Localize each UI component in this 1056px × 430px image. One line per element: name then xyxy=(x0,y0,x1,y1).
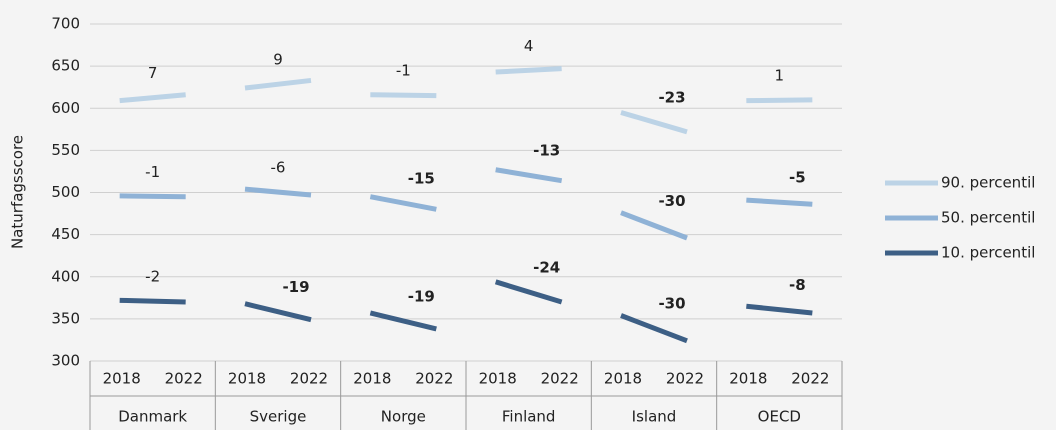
slope-line xyxy=(495,167,563,184)
slope-line xyxy=(244,77,312,91)
change-label: -5 xyxy=(789,169,806,187)
x-year-label: 2018 xyxy=(103,370,141,388)
x-year-label: 2018 xyxy=(604,370,642,388)
y-tick-label: 550 xyxy=(51,141,80,159)
slope-line xyxy=(620,313,688,344)
slope-line xyxy=(620,110,688,135)
x-category-label: Norge xyxy=(381,408,426,426)
y-tick-label: 400 xyxy=(51,267,80,285)
y-tick-label: 500 xyxy=(51,183,80,201)
change-label: -15 xyxy=(408,170,435,188)
x-year-label: 2022 xyxy=(666,370,704,388)
change-label: -13 xyxy=(533,142,560,160)
y-tick-label: 300 xyxy=(51,352,80,370)
slope-line xyxy=(244,301,312,323)
x-category-label: Sverige xyxy=(250,408,307,426)
slope-line xyxy=(620,210,688,241)
change-label: -6 xyxy=(271,159,286,177)
x-category-label: Danmark xyxy=(118,408,187,426)
change-label: -8 xyxy=(789,276,806,294)
slope-line xyxy=(746,303,813,316)
change-label: -19 xyxy=(282,278,309,296)
x-category-label: Finland xyxy=(502,408,556,426)
x-year-label: 2018 xyxy=(479,370,517,388)
y-tick-label: 350 xyxy=(51,309,80,327)
change-label: -24 xyxy=(533,258,560,276)
x-year-label: 2022 xyxy=(791,370,829,388)
y-tick-label: 650 xyxy=(51,57,80,75)
change-label: 4 xyxy=(524,37,534,55)
change-label: -1 xyxy=(396,62,411,80)
change-label: -1 xyxy=(145,163,160,181)
change-label: -19 xyxy=(408,287,435,305)
x-year-label: 2022 xyxy=(290,370,328,388)
x-year-label: 2018 xyxy=(353,370,391,388)
y-axis-title: Naturfagsscore xyxy=(9,135,27,249)
x-year-label: 2022 xyxy=(415,370,453,388)
y-tick-label: 600 xyxy=(51,99,80,117)
slope-line xyxy=(119,92,186,104)
legend-label: 10. percentil xyxy=(941,244,1035,262)
change-label: -2 xyxy=(145,268,160,286)
change-label: 1 xyxy=(775,67,785,85)
change-label: 9 xyxy=(273,51,283,69)
x-year-label: 2022 xyxy=(165,370,203,388)
legend-label: 50. percentil xyxy=(941,209,1035,227)
slope-line xyxy=(746,97,813,104)
slope-line xyxy=(494,279,563,305)
slope-line xyxy=(746,197,813,207)
change-label: -23 xyxy=(658,89,685,107)
slope-line xyxy=(369,194,437,212)
slope-line xyxy=(369,310,437,332)
slope-line xyxy=(370,92,437,99)
slope-line xyxy=(119,193,186,200)
x-year-label: 2022 xyxy=(541,370,579,388)
legend-label: 90. percentil xyxy=(941,174,1035,192)
x-category-label: OECD xyxy=(758,408,801,426)
change-label: -30 xyxy=(658,192,685,210)
x-year-label: 2018 xyxy=(729,370,767,388)
change-label: 7 xyxy=(148,64,158,82)
x-year-label: 2018 xyxy=(228,370,266,388)
change-label: -30 xyxy=(658,295,685,313)
slope-line xyxy=(244,186,312,198)
x-category-label: Island xyxy=(632,408,677,426)
slope-line xyxy=(495,66,562,75)
slope-line xyxy=(119,297,186,305)
y-tick-label: 700 xyxy=(51,15,80,33)
y-tick-label: 450 xyxy=(51,225,80,243)
